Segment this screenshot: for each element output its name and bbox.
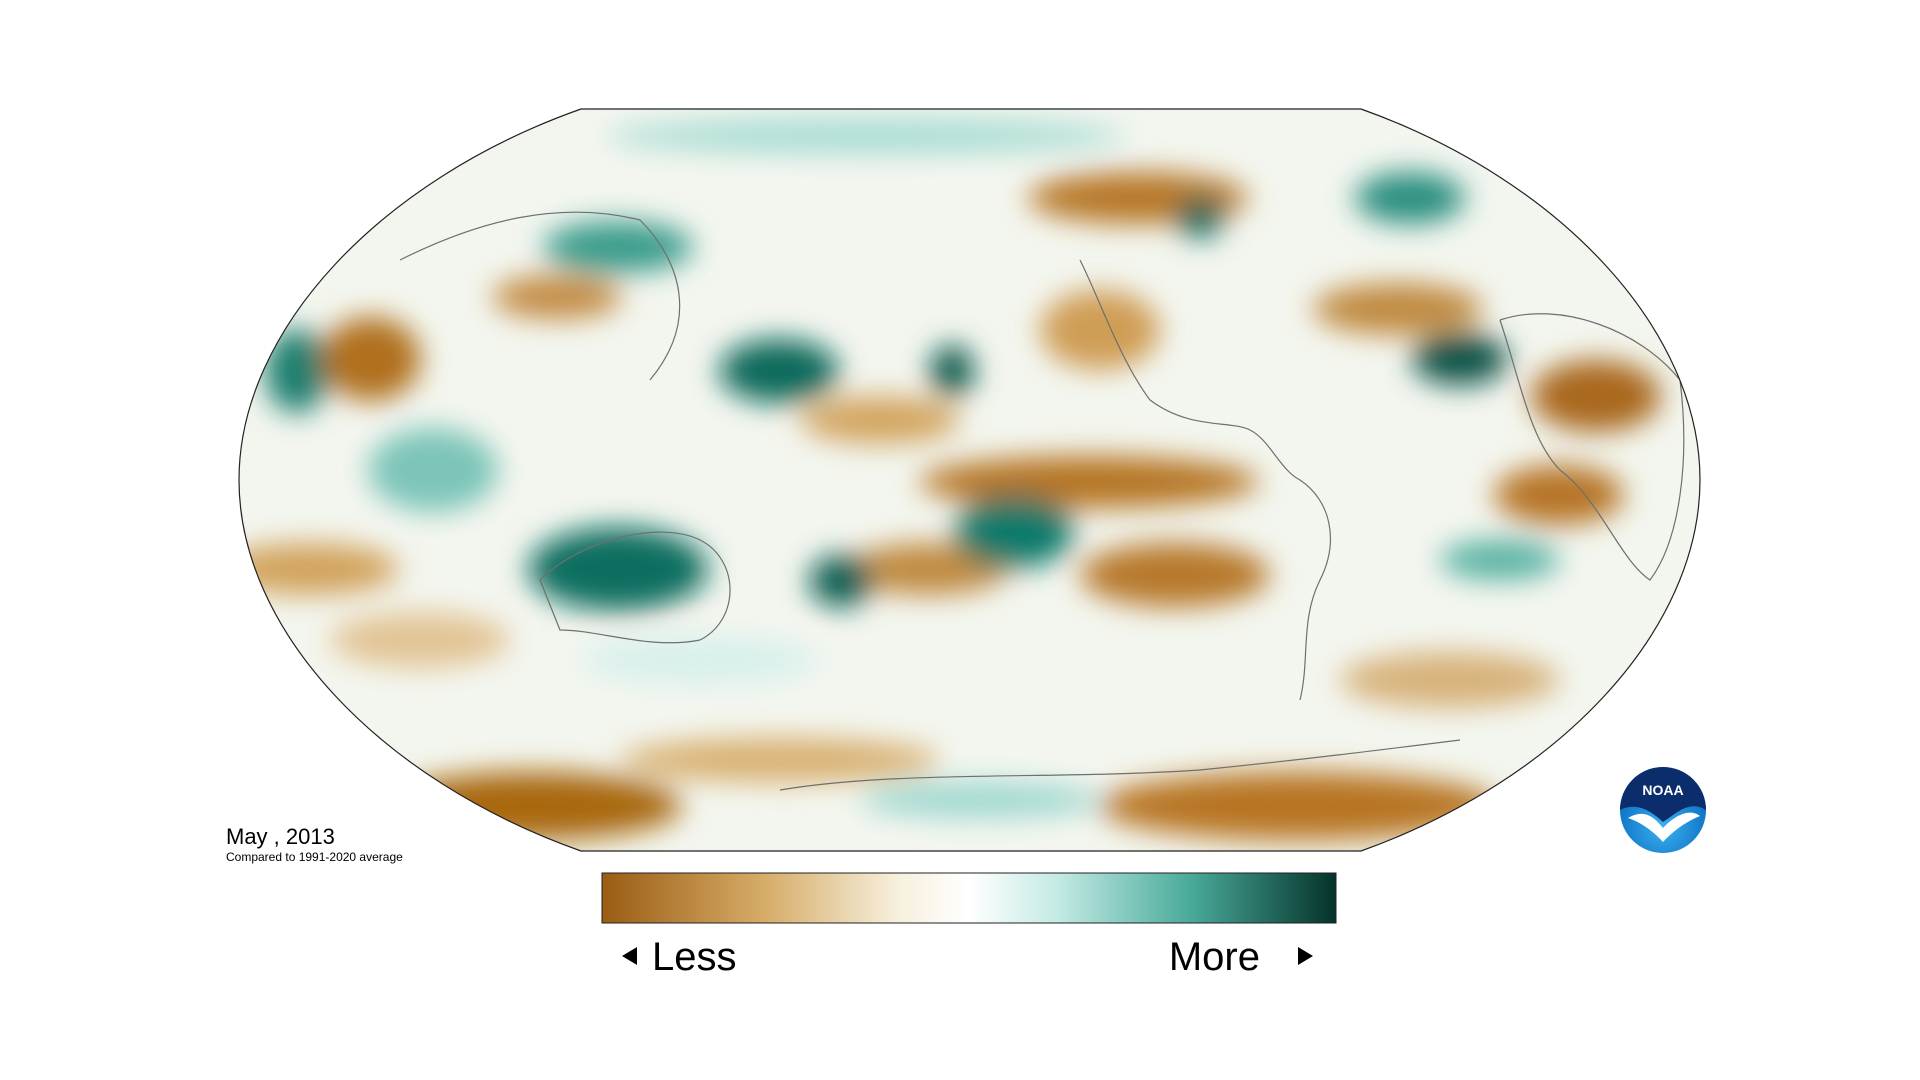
blob: [1176, 198, 1224, 238]
map-baseline: Compared to 1991-2020 average: [226, 850, 403, 864]
legend-high-label: More: [1169, 935, 1260, 979]
logo-gull: [1628, 812, 1700, 842]
blob: [580, 636, 820, 684]
coastline: [779, 739, 1461, 791]
coastline: [539, 531, 731, 644]
blob: [1412, 333, 1508, 385]
blob: [382, 772, 682, 840]
blob: [860, 782, 1100, 818]
anomaly-blobs: [239, 118, 1661, 840]
blob: [848, 543, 1008, 595]
blob: [1531, 360, 1661, 432]
blob: [809, 555, 873, 607]
blob: [543, 221, 693, 273]
coastline: [1499, 313, 1685, 581]
blob: [1080, 543, 1270, 607]
blob: [719, 339, 839, 403]
noaa-logo: NOAA: [1620, 767, 1706, 853]
logo-top: [1620, 767, 1706, 822]
blob: [528, 527, 708, 611]
coastline: [399, 211, 681, 381]
blob: [800, 396, 960, 444]
map-date: May , 2013: [226, 824, 335, 849]
blob: [1313, 283, 1483, 335]
map-border: [238, 108, 1701, 852]
blob: [620, 738, 940, 782]
color-bar: [601, 872, 1337, 924]
blob: [321, 317, 421, 401]
logo-text: NOAA: [1642, 782, 1683, 798]
blob: [492, 275, 622, 319]
blob: [930, 345, 974, 397]
coastline: [1249, 429, 1331, 701]
coastlines: [399, 211, 1685, 791]
blob: [919, 456, 1259, 508]
blob: [330, 612, 510, 668]
anomaly-field: [239, 109, 1700, 851]
blob: [1494, 465, 1624, 525]
blob: [1340, 652, 1560, 708]
blob: [954, 496, 1074, 568]
blob: [1040, 290, 1160, 370]
blob: [239, 543, 399, 595]
blob: [265, 329, 329, 413]
legend-low-label: Less: [652, 935, 737, 979]
less-arrow: [622, 947, 637, 965]
blob: [368, 428, 498, 512]
blob: [606, 118, 1126, 154]
blob: [1099, 772, 1499, 840]
more-arrow: [1298, 947, 1313, 965]
blob: [1440, 540, 1560, 580]
coastline: [1079, 259, 1251, 431]
blob: [1355, 172, 1465, 224]
